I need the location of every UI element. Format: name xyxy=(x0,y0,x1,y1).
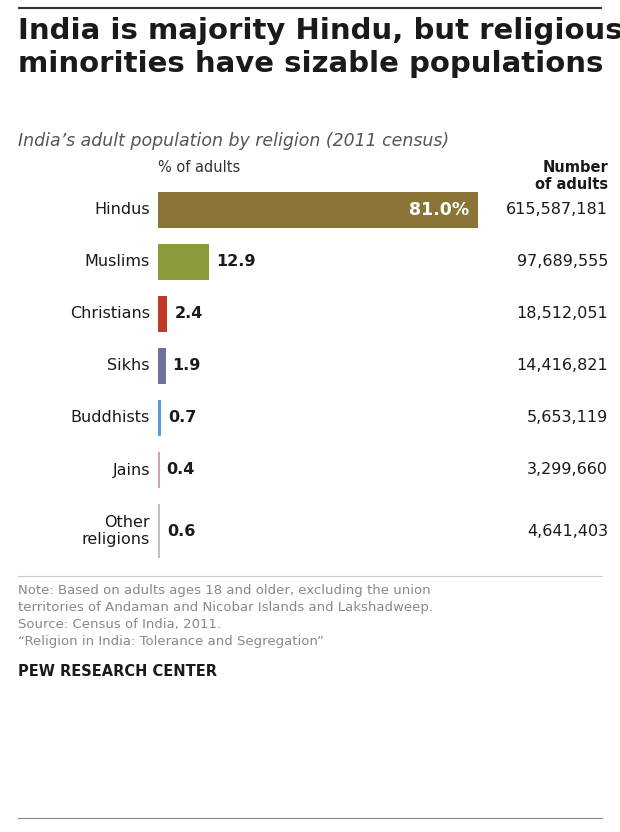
Text: 12.9: 12.9 xyxy=(216,255,255,270)
Bar xyxy=(158,244,209,280)
Text: % of adults: % of adults xyxy=(158,160,241,175)
Text: India’s adult population by religion (2011 census): India’s adult population by religion (20… xyxy=(18,132,449,150)
Bar xyxy=(158,192,478,228)
Bar xyxy=(158,400,161,436)
Text: “Religion in India: Tolerance and Segregation”: “Religion in India: Tolerance and Segreg… xyxy=(18,635,324,648)
Text: 97,689,555: 97,689,555 xyxy=(516,255,608,270)
Bar xyxy=(158,452,159,488)
Text: Sikhs: Sikhs xyxy=(107,359,150,374)
Text: 2.4: 2.4 xyxy=(174,306,203,321)
Text: India is majority Hindu, but religious
minorities have sizable populations: India is majority Hindu, but religious m… xyxy=(18,17,620,78)
Text: 0.6: 0.6 xyxy=(167,523,196,538)
Bar xyxy=(158,504,161,558)
Text: 5,653,119: 5,653,119 xyxy=(527,410,608,425)
Text: 1.9: 1.9 xyxy=(172,359,201,374)
Text: Hindus: Hindus xyxy=(94,202,150,217)
Text: Note: Based on adults ages 18 and older, excluding the union: Note: Based on adults ages 18 and older,… xyxy=(18,584,431,597)
Text: Source: Census of India, 2011.: Source: Census of India, 2011. xyxy=(18,618,221,631)
Text: 4,641,403: 4,641,403 xyxy=(527,523,608,538)
Text: territories of Andaman and Nicobar Islands and Lakshadweep.: territories of Andaman and Nicobar Islan… xyxy=(18,601,433,614)
Text: 18,512,051: 18,512,051 xyxy=(516,306,608,321)
Text: PEW RESEARCH CENTER: PEW RESEARCH CENTER xyxy=(18,664,217,679)
Text: Buddhists: Buddhists xyxy=(71,410,150,425)
Text: Number
of adults: Number of adults xyxy=(535,160,608,192)
Text: Christians: Christians xyxy=(70,306,150,321)
Text: 0.4: 0.4 xyxy=(167,463,195,478)
Text: 14,416,821: 14,416,821 xyxy=(516,359,608,374)
Text: Jains: Jains xyxy=(112,463,150,478)
Text: 0.7: 0.7 xyxy=(168,410,196,425)
Text: Other
religions: Other religions xyxy=(82,515,150,547)
Text: 81.0%: 81.0% xyxy=(409,201,469,219)
Text: 3,299,660: 3,299,660 xyxy=(527,463,608,478)
Text: 615,587,181: 615,587,181 xyxy=(506,202,608,217)
Text: Muslims: Muslims xyxy=(85,255,150,270)
Bar xyxy=(158,296,167,332)
Bar xyxy=(158,348,166,384)
